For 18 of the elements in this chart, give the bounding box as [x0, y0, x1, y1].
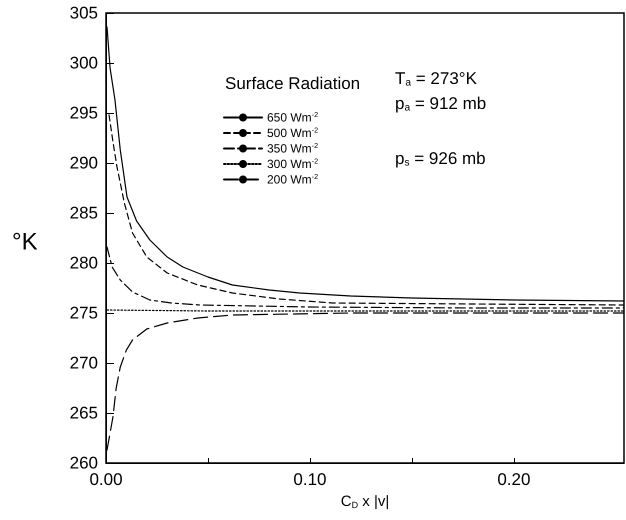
annotation: pa = 912 mb [395, 94, 486, 114]
y-tick-label: 290 [70, 154, 98, 172]
y-tick-label: 280 [70, 254, 98, 272]
y-axis-title: °K [12, 228, 38, 256]
y-tick-label: 265 [70, 404, 98, 422]
x-tick-label: 0.00 [89, 470, 123, 489]
annotation: Ta = 273°K [395, 69, 478, 88]
annotation: ps = 926 mb [395, 149, 486, 168]
x-tick-label: 0.10 [293, 470, 326, 489]
y-tick-label: 270 [70, 354, 98, 372]
y-tick-label: 285 [70, 204, 98, 222]
legend-title: Surface Radiation [225, 74, 360, 93]
x-tick-label: 0.20 [497, 470, 530, 489]
y-tick-label: 295 [70, 104, 98, 122]
y-tick-label: 305 [70, 4, 98, 22]
y-tick-label: 275 [70, 304, 98, 322]
y-tick-label: 300 [70, 54, 98, 72]
y-tick-label: 260 [70, 454, 98, 472]
